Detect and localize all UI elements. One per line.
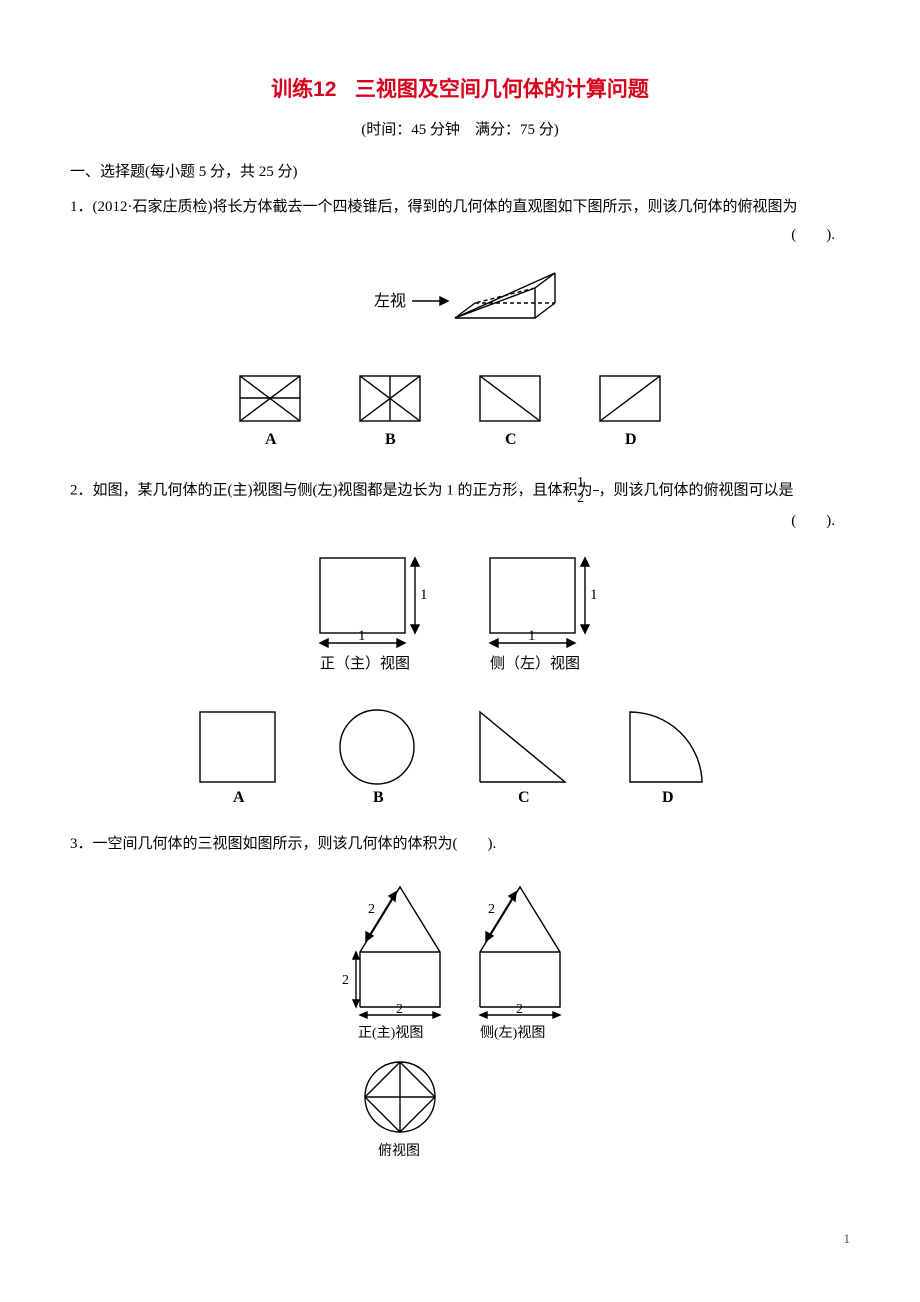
q1-answer-blank: ( ). [821,221,850,250]
section-heading: 一、选择题(每小题 5 分，共 25 分) [70,158,850,187]
q2-text-a: 如图，某几何体的正(主)视图与侧(左)视图都是边长为 1 的正方形，且体积为 [93,482,593,498]
question-2: 2．如图，某几何体的正(主)视图与侧(左)视图都是边长为 1 的正方形，且体积为… [70,475,850,535]
opt-label: B [385,431,396,448]
opt-label: C [518,789,530,806]
svg-text:1: 1 [420,587,428,603]
svg-text:2: 2 [516,1002,523,1017]
opt-label: C [505,431,517,448]
opt-label: D [625,431,637,448]
opt-label: B [373,789,384,806]
q2-views: 1 1 正（主）视图 1 1 侧（左）视图 [70,543,850,694]
svg-text:1: 1 [590,587,598,603]
q1-text: (2012·石家庄质检)将长方体截去一个四棱锥后，得到的几何体的直观图如下图所示… [93,199,798,215]
top-view-label: 俯视图 [378,1143,420,1159]
question-3: 3．一空间几何体的三视图如图所示，则该几何体的体积为( ). [70,830,850,859]
svg-text:2: 2 [488,902,495,917]
q2-options: A B C D [70,702,850,823]
opt-label: A [265,431,277,448]
side-view-label: 侧（左）视图 [490,655,580,672]
q3-views: 2 2 2 正(主)视图 2 2 侧(左)视图 俯视图 [70,867,850,1178]
svg-text:1: 1 [528,628,536,644]
q2-answer-blank: ( ). [821,507,850,536]
q2-label: 2． [70,482,93,498]
question-1: 1．(2012·石家庄质检)将长方体截去一个四棱锥后，得到的几何体的直观图如下图… [70,193,850,250]
opt-label: A [233,789,245,806]
main-view-label: 正（主）视图 [320,655,410,672]
svg-text:2: 2 [342,973,349,988]
left-view-label: 左视 [374,292,406,310]
q3-label: 3． [70,836,93,852]
q2-text-b: ，则该几何体的俯视图可以是 [599,482,794,498]
title-number: 训练12 [271,78,336,101]
svg-text:2: 2 [368,902,375,917]
subtitle: (时间：45 分钟 满分：75 分) [70,116,850,145]
q3-text: 一空间几何体的三视图如图所示，则该几何体的体积为( ). [93,836,497,852]
q1-options: A B C D [70,366,850,467]
q1-label: 1． [70,199,93,215]
svg-text:2: 2 [396,1002,403,1017]
side-view-label: 侧(左)视图 [480,1025,545,1041]
svg-text:1: 1 [358,628,366,644]
opt-label: D [662,789,674,806]
q1-figure-oblique: 左视 [70,258,850,359]
page-title: 训练12 三视图及空间几何体的计算问题 [70,70,850,110]
page-number: 1 [70,1227,850,1252]
title-text: 三视图及空间几何体的计算问题 [355,78,649,101]
main-view-label: 正(主)视图 [358,1025,423,1041]
